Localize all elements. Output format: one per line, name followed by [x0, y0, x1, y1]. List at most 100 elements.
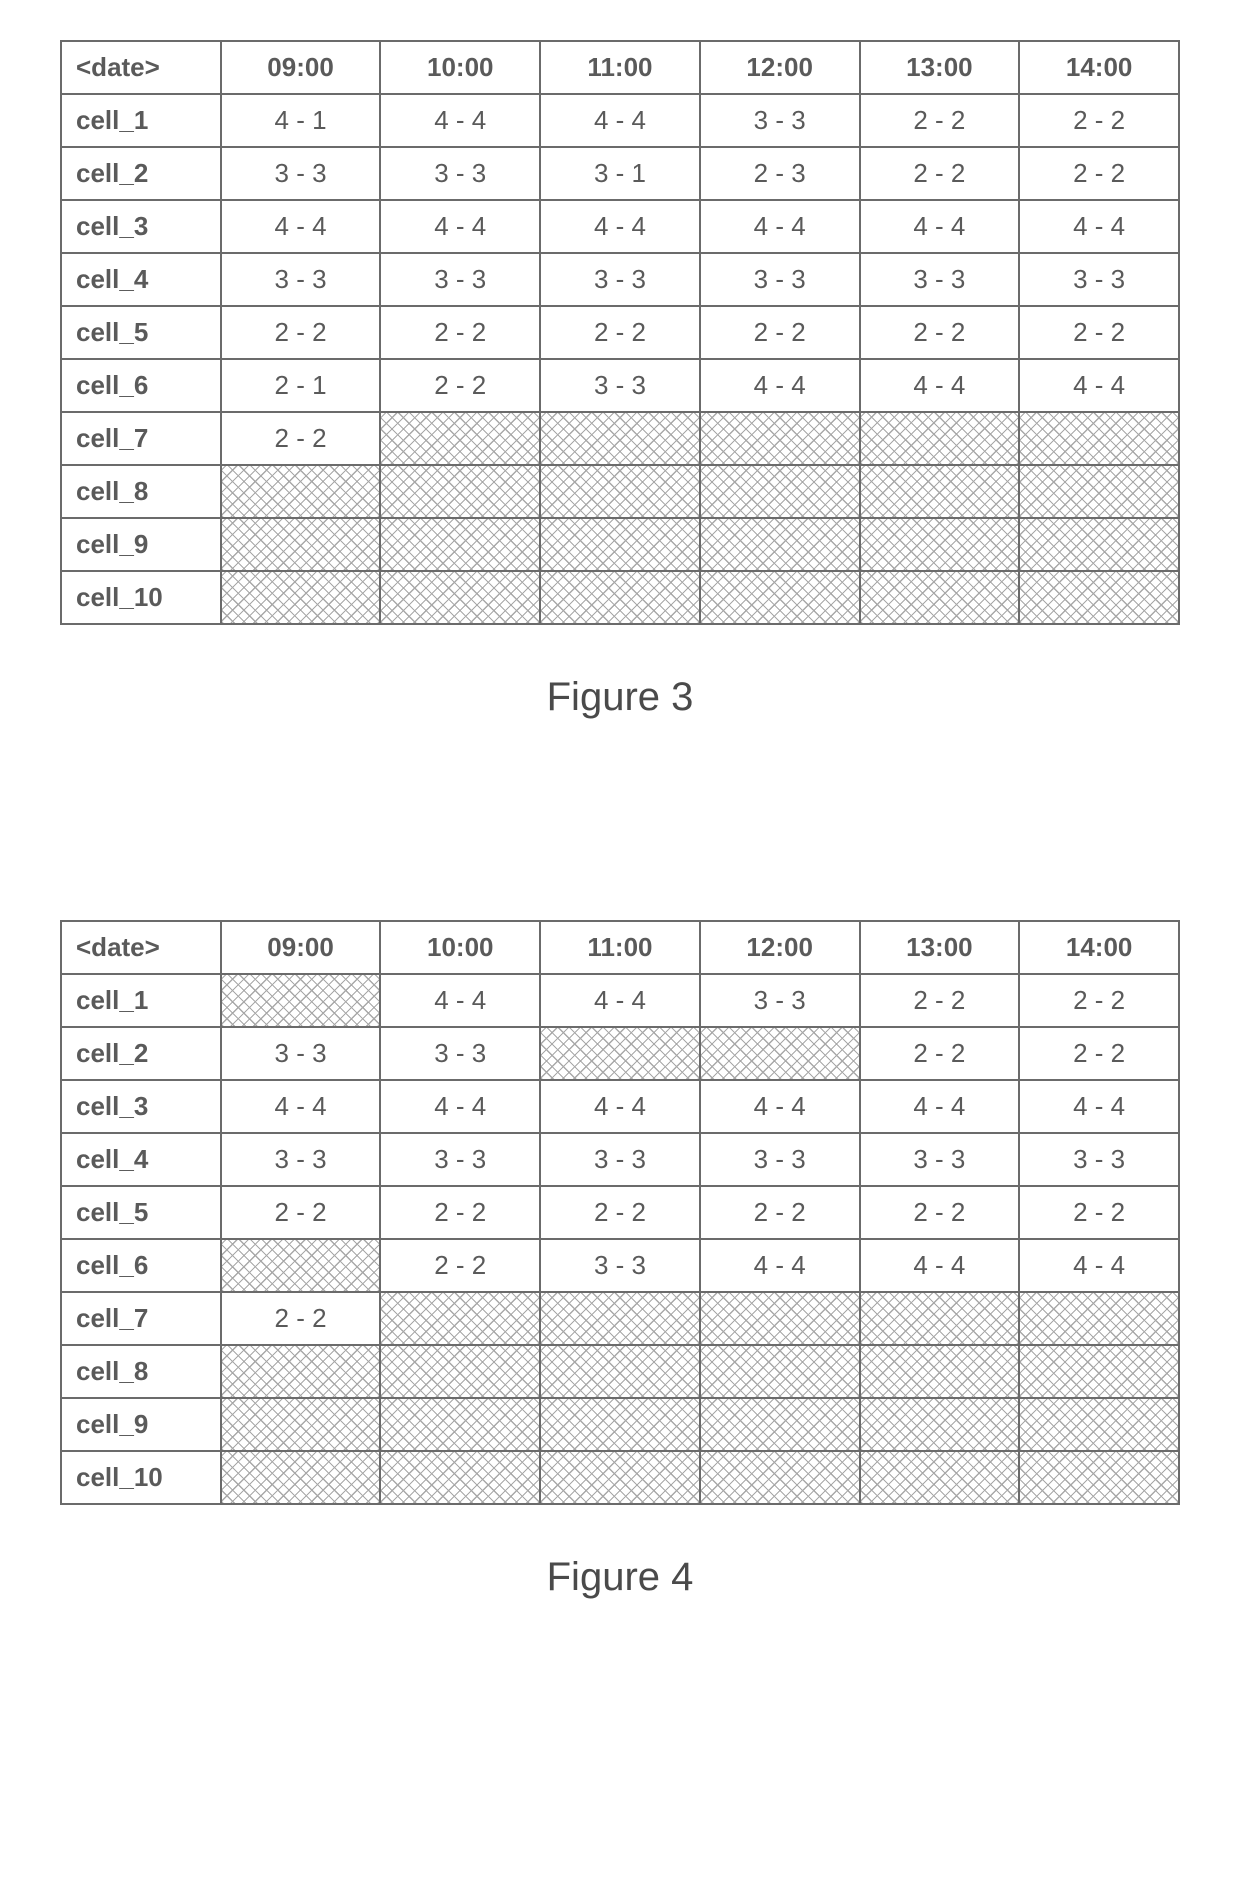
table-row: cell_10 [61, 571, 1179, 624]
table-row: cell_72 - 2 [61, 1292, 1179, 1345]
table-cell-hatched [1019, 571, 1179, 624]
table-column-header: 10:00 [380, 921, 540, 974]
table-row: cell_34 - 44 - 44 - 44 - 44 - 44 - 4 [61, 1080, 1179, 1133]
table-column-header: 14:00 [1019, 921, 1179, 974]
table-cell: 2 - 2 [380, 306, 540, 359]
table-cell-hatched [1019, 1398, 1179, 1451]
table-row: cell_72 - 2 [61, 412, 1179, 465]
table-cell: 4 - 4 [1019, 200, 1179, 253]
table-row-label: cell_3 [61, 1080, 221, 1133]
table-cell: 4 - 4 [700, 1239, 860, 1292]
data-table: <date>09:0010:0011:0012:0013:0014:00cell… [60, 40, 1180, 625]
table-cell: 4 - 4 [540, 94, 700, 147]
table-cell-hatched [540, 518, 700, 571]
table-cell: 4 - 4 [540, 200, 700, 253]
table-row-label: cell_4 [61, 253, 221, 306]
table-cell: 4 - 4 [380, 1080, 540, 1133]
table-column-header: 11:00 [540, 921, 700, 974]
table-cell: 2 - 2 [700, 306, 860, 359]
table-cell: 2 - 2 [860, 147, 1020, 200]
table-cell: 2 - 2 [540, 1186, 700, 1239]
table-cell-hatched [1019, 1451, 1179, 1504]
table-cell-hatched [380, 1398, 540, 1451]
table-cell: 2 - 2 [1019, 1027, 1179, 1080]
table-cell: 2 - 2 [1019, 147, 1179, 200]
table-cell-hatched [700, 1345, 860, 1398]
table-cell-hatched [540, 465, 700, 518]
table-column-header: 12:00 [700, 41, 860, 94]
table-row: cell_43 - 33 - 33 - 33 - 33 - 33 - 3 [61, 253, 1179, 306]
table-row-label: cell_2 [61, 147, 221, 200]
table-cell-hatched [380, 518, 540, 571]
figure-caption: Figure 4 [60, 1555, 1180, 1600]
table-cell: 4 - 4 [860, 1080, 1020, 1133]
table-row-label: cell_8 [61, 465, 221, 518]
table-column-header: 13:00 [860, 41, 1020, 94]
table-cell: 2 - 2 [860, 306, 1020, 359]
table-cell: 4 - 4 [540, 1080, 700, 1133]
table-header-row: <date>09:0010:0011:0012:0013:0014:00 [61, 41, 1179, 94]
table-cell: 3 - 3 [700, 253, 860, 306]
table-cell-hatched [540, 1292, 700, 1345]
table-row: cell_8 [61, 465, 1179, 518]
table-cell-hatched [380, 1451, 540, 1504]
table-cell: 2 - 2 [1019, 1186, 1179, 1239]
table-column-header: 14:00 [1019, 41, 1179, 94]
table-cell-hatched [221, 1398, 381, 1451]
table-cell: 3 - 3 [860, 1133, 1020, 1186]
table-cell: 2 - 2 [380, 359, 540, 412]
table-cell: 2 - 2 [1019, 94, 1179, 147]
table-row-label: cell_3 [61, 200, 221, 253]
table-row-label: cell_7 [61, 412, 221, 465]
table-row: cell_52 - 22 - 22 - 22 - 22 - 22 - 2 [61, 1186, 1179, 1239]
data-table: <date>09:0010:0011:0012:0013:0014:00cell… [60, 920, 1180, 1505]
table-row: cell_62 - 12 - 23 - 34 - 44 - 44 - 4 [61, 359, 1179, 412]
table-cell: 2 - 2 [1019, 974, 1179, 1027]
table-cell: 4 - 4 [860, 200, 1020, 253]
table-cell: 3 - 1 [540, 147, 700, 200]
table-cell-hatched [540, 1398, 700, 1451]
table-cell: 3 - 3 [380, 253, 540, 306]
table-row-label: cell_10 [61, 1451, 221, 1504]
table-cell: 4 - 4 [380, 974, 540, 1027]
table-row: cell_23 - 33 - 33 - 12 - 32 - 22 - 2 [61, 147, 1179, 200]
table-corner-label: <date> [61, 41, 221, 94]
table-cell: 3 - 3 [700, 974, 860, 1027]
table-cell-hatched [221, 571, 381, 624]
table-cell-hatched [1019, 465, 1179, 518]
table-cell-hatched [380, 465, 540, 518]
table-cell: 2 - 2 [700, 1186, 860, 1239]
table-cell-hatched [700, 1292, 860, 1345]
table-cell-hatched [540, 1451, 700, 1504]
table-cell-hatched [380, 1345, 540, 1398]
table-cell: 3 - 3 [221, 1027, 381, 1080]
table-cell: 2 - 2 [540, 306, 700, 359]
table-cell: 2 - 2 [1019, 306, 1179, 359]
table-cell-hatched [860, 1451, 1020, 1504]
table-column-header: 10:00 [380, 41, 540, 94]
table-cell: 3 - 3 [540, 1133, 700, 1186]
table-row-label: cell_6 [61, 359, 221, 412]
table-row-label: cell_10 [61, 571, 221, 624]
table-cell-hatched [860, 412, 1020, 465]
table-cell: 3 - 3 [380, 1133, 540, 1186]
table-row-label: cell_1 [61, 94, 221, 147]
table-cell-hatched [700, 1451, 860, 1504]
figure-caption: Figure 3 [60, 675, 1180, 720]
table-cell: 4 - 1 [221, 94, 381, 147]
table-cell-hatched [221, 518, 381, 571]
table-cell: 2 - 3 [700, 147, 860, 200]
table-cell-hatched [700, 465, 860, 518]
table-row-label: cell_9 [61, 1398, 221, 1451]
table-column-header: 11:00 [540, 41, 700, 94]
table-row-label: cell_5 [61, 306, 221, 359]
table-cell-hatched [860, 571, 1020, 624]
table-cell-hatched [1019, 412, 1179, 465]
table-row: cell_9 [61, 1398, 1179, 1451]
table-row: cell_8 [61, 1345, 1179, 1398]
table-cell-hatched [700, 518, 860, 571]
table-cell: 2 - 2 [380, 1186, 540, 1239]
figure-block: <date>09:0010:0011:0012:0013:0014:00cell… [60, 40, 1180, 720]
table-cell: 2 - 2 [860, 94, 1020, 147]
table-row: cell_62 - 23 - 34 - 44 - 44 - 4 [61, 1239, 1179, 1292]
